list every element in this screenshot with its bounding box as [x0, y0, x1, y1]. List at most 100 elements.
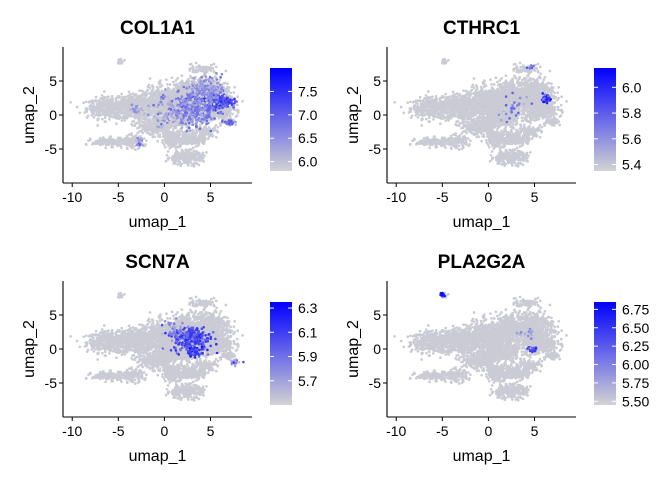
cell-point	[153, 130, 157, 134]
cell-point	[170, 132, 174, 135]
cell-point	[121, 95, 124, 99]
cell-point	[160, 90, 164, 94]
cell-point	[118, 58, 122, 62]
cell-point	[146, 88, 150, 92]
cell-point	[114, 96, 118, 100]
cell-point	[205, 132, 208, 135]
cell-point	[154, 93, 158, 97]
cell-point	[116, 109, 119, 113]
cell-point	[163, 106, 167, 109]
cell-point	[158, 133, 162, 136]
cell-point	[84, 143, 88, 146]
cell-point	[108, 110, 112, 114]
cell-point	[192, 149, 196, 153]
cell-point	[110, 101, 113, 104]
cell-point	[92, 116, 96, 119]
cell-point	[207, 66, 211, 69]
cell-point	[197, 156, 201, 159]
cell-point	[164, 159, 168, 163]
cell-point	[150, 89, 154, 93]
cell-point	[206, 137, 210, 141]
cell-point	[166, 86, 170, 90]
cell-point	[214, 123, 218, 127]
cell-point	[161, 129, 165, 133]
cell-point	[166, 150, 170, 153]
cell-point	[191, 128, 194, 132]
cell-point	[115, 122, 118, 126]
cell-point	[128, 133, 131, 136]
cell-point	[174, 162, 177, 165]
cell-point	[117, 105, 121, 109]
cell-point	[168, 131, 172, 134]
cell-point	[177, 155, 181, 158]
cell-point	[136, 101, 140, 104]
cell-point	[123, 58, 126, 62]
cell-point	[94, 100, 98, 103]
cell-point	[104, 146, 107, 150]
cell-point	[178, 145, 181, 149]
cell-point	[69, 100, 72, 104]
cell-point	[165, 153, 169, 157]
cell-point	[101, 117, 104, 121]
cell-point	[117, 117, 121, 121]
cell-point	[172, 138, 176, 142]
cell-point	[115, 104, 118, 108]
cell-point	[192, 165, 196, 168]
cell-point	[213, 76, 217, 79]
cell-point	[97, 99, 100, 103]
cell-point	[176, 152, 180, 155]
cell-point	[199, 69, 203, 72]
cell-point	[180, 92, 184, 95]
cell-point	[191, 135, 195, 138]
cell-point	[190, 66, 193, 70]
cell-point	[118, 115, 121, 118]
cell-point	[91, 112, 95, 116]
cell-point	[188, 63, 192, 66]
cell-point	[236, 95, 240, 99]
cell-point	[134, 134, 138, 137]
cell-point	[138, 130, 142, 133]
cell-point	[197, 143, 201, 146]
cell-point	[131, 120, 134, 123]
cell-point	[109, 103, 112, 107]
cell-point	[202, 160, 205, 163]
cell-point	[195, 162, 199, 165]
cell-point	[97, 139, 101, 142]
cell-point	[190, 142, 194, 145]
cell-point	[231, 112, 234, 116]
cell-point	[124, 115, 128, 118]
cell-point	[199, 132, 202, 136]
cell-point	[190, 76, 193, 80]
cell-point	[124, 109, 128, 112]
cell-point	[145, 130, 148, 134]
cell-point	[103, 120, 107, 123]
cell-point	[191, 70, 195, 74]
cell-point	[185, 89, 189, 93]
cell-point	[129, 144, 133, 148]
cell-point	[143, 97, 147, 101]
cell-point	[108, 118, 111, 121]
cell-point	[100, 109, 104, 113]
cell-point	[97, 112, 100, 115]
cell-point	[205, 69, 209, 73]
cell-point	[154, 90, 158, 94]
cell-point	[109, 98, 113, 102]
cell-point	[102, 112, 106, 116]
cell-point	[170, 145, 173, 149]
cell-point	[99, 103, 102, 107]
cell-point	[128, 141, 132, 145]
cell-point	[164, 135, 167, 138]
cell-point	[177, 94, 181, 98]
cell-point	[218, 78, 222, 82]
cell-point	[151, 135, 155, 139]
cell-point	[190, 137, 194, 141]
cell-point	[241, 100, 244, 103]
cell-point	[172, 141, 176, 145]
cell-point	[148, 86, 152, 90]
cell-point	[205, 151, 208, 154]
cell-point	[113, 141, 117, 144]
cell-point	[212, 69, 216, 73]
cell-point	[230, 95, 234, 99]
cell-point	[119, 144, 122, 147]
